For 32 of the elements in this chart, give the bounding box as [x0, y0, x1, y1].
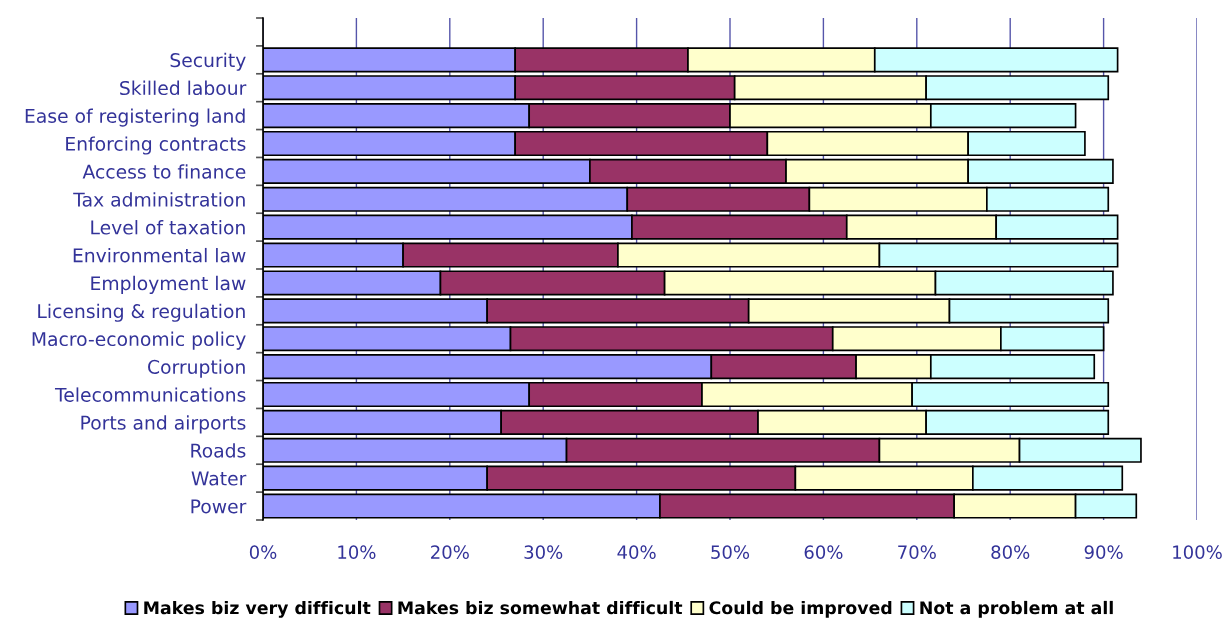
x-tick-label: 50%	[711, 545, 750, 559]
x-tick-label: 0%	[249, 545, 277, 559]
y-tick-label: Power	[191, 499, 247, 514]
y-tick-label: Environmental law	[73, 247, 246, 263]
y-tick-label: Security	[170, 52, 246, 71]
y-tick-label: Employment law	[91, 275, 246, 294]
x-tick-label: 60%	[804, 545, 843, 559]
y-tick-label: Ports and airports	[81, 415, 246, 434]
x-tick-label: 70%	[898, 545, 936, 559]
y-tick-label: Ease of registering land	[25, 108, 245, 127]
legend-label: Could be improved	[709, 600, 892, 618]
legend-label: Not a problem at all	[920, 600, 1113, 618]
x-tick-label: 90%	[1084, 545, 1123, 559]
y-tick-label: Enforcing contracts	[66, 136, 246, 155]
y-tick-label: Level of taxation	[91, 220, 245, 235]
y-tick-label: Telecommunications	[54, 387, 246, 402]
y-tick-label: Access to finance	[82, 164, 246, 179]
y-tick-label: Licensing & regulation	[38, 303, 245, 322]
legend-label: Makes biz somewhat difficult	[398, 600, 683, 615]
y-tick-label: Skilled labour	[120, 80, 247, 96]
legend-label: Makes biz very difficult	[144, 600, 371, 618]
x-tick-label: 30%	[524, 545, 563, 559]
y-tick-label: Water	[191, 471, 247, 486]
x-tick-label: 10%	[338, 545, 376, 559]
x-tick-label: 80%	[991, 545, 1030, 559]
x-tick-label: 20%	[431, 545, 469, 559]
y-tick-label: Corruption	[148, 359, 245, 378]
y-tick-label: Roads	[191, 443, 246, 458]
y-tick-label: Tax administration	[73, 192, 245, 207]
x-tick-label: 40%	[617, 545, 656, 559]
y-tick-label: Macro-economic policy	[32, 331, 246, 350]
x-tick-label: 100%	[1173, 545, 1222, 559]
